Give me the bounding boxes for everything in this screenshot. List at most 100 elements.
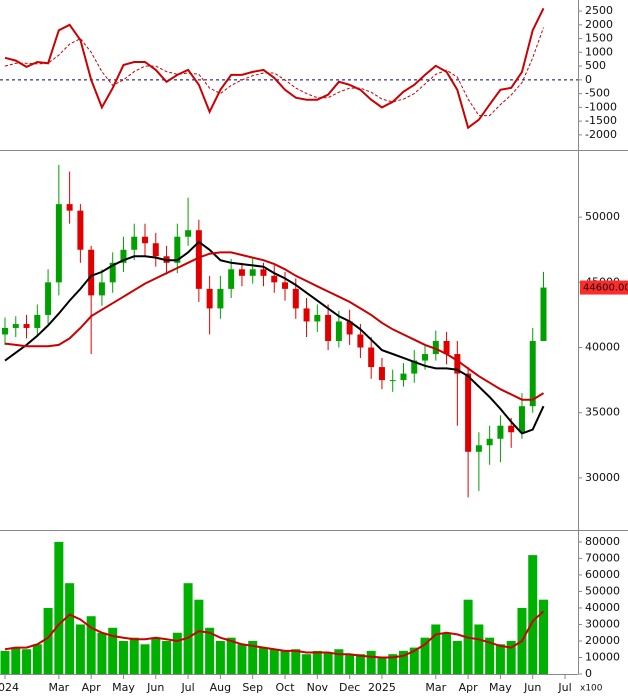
- candle-body: [131, 236, 138, 250]
- y-tick-label: -1000: [585, 100, 617, 113]
- x-tick-label: May: [112, 681, 135, 694]
- volume-bar: [474, 624, 484, 674]
- volume-bar: [302, 654, 312, 674]
- volume-bar: [442, 632, 452, 674]
- y-tick-label: -500: [585, 87, 610, 100]
- line-series: [4, 7, 545, 130]
- candle-body: [368, 347, 375, 368]
- candle-body: [400, 373, 407, 381]
- volume-bar: [539, 599, 548, 674]
- candle-body: [271, 275, 278, 283]
- y-tick-label: 30000: [585, 617, 620, 630]
- last-price-box: [580, 280, 628, 295]
- candle-body: [422, 354, 429, 361]
- y-tick-label: 10000: [585, 650, 620, 663]
- volume-bar: [215, 640, 225, 674]
- volume-bar: [172, 632, 182, 674]
- candle-body: [12, 324, 19, 328]
- volume-bar: [65, 583, 75, 674]
- x-tick-label: Mar: [425, 681, 446, 694]
- volume-bar: [86, 616, 96, 674]
- candle-body: [185, 230, 192, 237]
- x-tick-label: Oct: [276, 681, 296, 694]
- x-tick-label: Mar: [48, 681, 69, 694]
- volume-bar: [162, 640, 172, 674]
- candle-body: [206, 288, 213, 309]
- candle-body: [475, 445, 482, 452]
- volume-bar: [409, 647, 419, 674]
- volume-bar: [54, 541, 64, 674]
- x-tick-label: Jun: [523, 681, 541, 694]
- candle-body: [432, 341, 439, 355]
- candle-body: [77, 210, 84, 250]
- candle-body: [109, 262, 116, 283]
- y-tick-label: 50000: [585, 584, 620, 597]
- volume-bar: [334, 649, 344, 674]
- y-tick-label: 20000: [585, 634, 620, 647]
- y-tick-label: -2000: [585, 128, 617, 141]
- volume-bar: [388, 654, 398, 674]
- x-tick-label: Sep: [242, 681, 263, 694]
- y-tick-label: 50000: [585, 210, 620, 223]
- candle-body: [346, 321, 353, 335]
- candle-body: [120, 249, 127, 263]
- volume-bar: [75, 624, 85, 674]
- volume-bar: [237, 644, 247, 674]
- volume-bar: [22, 649, 32, 674]
- y-tick-label: 500: [585, 59, 606, 72]
- volume-bar: [506, 640, 516, 674]
- volume-bar: [269, 649, 279, 674]
- candle-body: [282, 282, 289, 289]
- line-series: [4, 27, 544, 117]
- volume-bar: [0, 650, 10, 674]
- volume-bar: [495, 644, 505, 674]
- candle-body: [529, 341, 536, 407]
- volume-bar: [151, 637, 161, 674]
- candle-body: [228, 269, 235, 289]
- x-tick-label: Jul: [557, 681, 571, 694]
- candle-body: [454, 354, 461, 374]
- candle-body: [88, 249, 95, 296]
- x-tick-label: 2024: [0, 681, 19, 694]
- y-tick-label: 0: [585, 73, 592, 86]
- candle-body: [2, 327, 8, 335]
- candle-body: [260, 269, 267, 276]
- candle-body: [518, 406, 525, 433]
- y-tick-label: 70000: [585, 551, 620, 564]
- volume-bar: [398, 650, 408, 674]
- candle-body: [325, 314, 332, 341]
- candle-body: [174, 236, 181, 263]
- x-tick-label: Dec: [339, 681, 360, 694]
- volume-bar: [323, 652, 333, 674]
- volume-bar: [205, 627, 215, 674]
- candle-body: [249, 269, 256, 276]
- volume-bar: [452, 640, 462, 674]
- y-tick-label: 60000: [585, 568, 620, 581]
- y-tick-label: 40000: [585, 341, 620, 354]
- line-series: [4, 610, 545, 659]
- last-price-label: 44600.00: [583, 283, 628, 294]
- line-series: [4, 251, 545, 401]
- candle-body: [45, 282, 52, 315]
- volume-bar: [258, 647, 268, 674]
- volume-bar: [485, 637, 495, 674]
- y-tick-label: 40000: [585, 601, 620, 614]
- x-tick-label: 2025: [368, 681, 396, 694]
- candle-body: [443, 341, 450, 355]
- volume-bar: [431, 624, 441, 674]
- candle-body: [303, 308, 310, 322]
- volume-bar: [355, 654, 365, 674]
- candle-body: [540, 287, 547, 341]
- candle-body: [411, 360, 418, 374]
- volume-bar: [11, 647, 21, 674]
- candle-body: [389, 380, 396, 382]
- x-tick-label: Nov: [307, 681, 329, 694]
- volume-bar: [528, 555, 538, 674]
- y-tick-label: 1000: [585, 45, 613, 58]
- candle-body: [98, 282, 105, 296]
- candle-body: [66, 204, 73, 211]
- candle-body: [195, 230, 202, 289]
- volume-bar: [43, 607, 53, 674]
- volume-bar: [291, 649, 301, 674]
